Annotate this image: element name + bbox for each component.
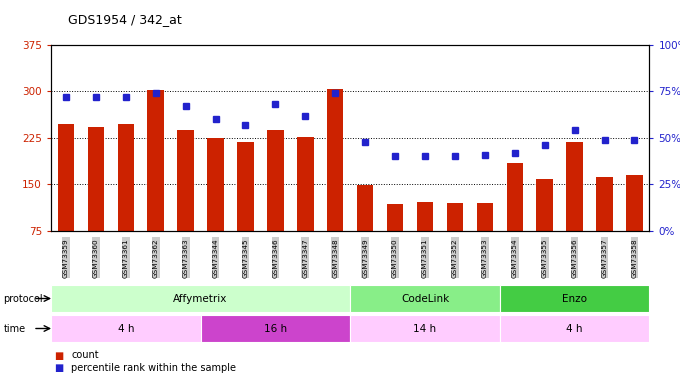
Text: GSM73353: GSM73353 — [482, 238, 488, 278]
Bar — [207, 138, 224, 231]
Text: GSM73356: GSM73356 — [572, 238, 577, 278]
Bar — [267, 130, 284, 231]
Bar — [350, 315, 500, 342]
Bar — [626, 175, 643, 231]
Bar — [500, 315, 649, 342]
Bar — [58, 124, 74, 231]
Text: Enzo: Enzo — [562, 294, 587, 303]
Text: GSM73351: GSM73351 — [422, 238, 428, 278]
Bar — [177, 130, 194, 231]
Bar — [350, 285, 500, 312]
Text: GSM73346: GSM73346 — [273, 238, 278, 278]
Text: 4 h: 4 h — [118, 324, 134, 333]
Bar — [88, 127, 104, 231]
Text: ■: ■ — [54, 351, 64, 360]
Text: GSM73350: GSM73350 — [392, 238, 398, 278]
Bar — [447, 203, 463, 231]
Text: GSM73347: GSM73347 — [303, 238, 308, 278]
Text: GSM73363: GSM73363 — [183, 238, 188, 278]
Bar — [500, 285, 649, 312]
Text: GSM73348: GSM73348 — [333, 238, 338, 278]
Bar — [327, 89, 343, 231]
Bar — [417, 201, 433, 231]
Text: GSM73358: GSM73358 — [632, 238, 637, 278]
Bar — [566, 142, 583, 231]
Bar — [237, 142, 254, 231]
Text: GSM73357: GSM73357 — [602, 238, 607, 278]
Bar — [387, 204, 403, 231]
Text: CodeLink: CodeLink — [401, 294, 449, 303]
Text: GSM73355: GSM73355 — [542, 238, 547, 278]
Text: Affymetrix: Affymetrix — [173, 294, 228, 303]
Bar — [297, 137, 313, 231]
Bar — [537, 179, 553, 231]
Bar — [51, 315, 201, 342]
Bar — [477, 203, 493, 231]
Bar — [51, 285, 350, 312]
Bar — [118, 124, 134, 231]
Bar — [596, 177, 613, 231]
Text: GSM73359: GSM73359 — [63, 238, 69, 278]
Text: GSM73354: GSM73354 — [512, 238, 517, 278]
Text: GSM73349: GSM73349 — [362, 238, 368, 278]
Bar — [357, 186, 373, 231]
Text: 4 h: 4 h — [566, 324, 583, 333]
Text: ■: ■ — [54, 363, 64, 373]
Text: GDS1954 / 342_at: GDS1954 / 342_at — [68, 13, 182, 26]
Bar — [148, 90, 164, 231]
Text: GSM73344: GSM73344 — [213, 238, 218, 278]
Text: 16 h: 16 h — [264, 324, 287, 333]
Text: time: time — [3, 324, 26, 333]
Bar — [201, 315, 350, 342]
Text: 14 h: 14 h — [413, 324, 437, 333]
Text: GSM73361: GSM73361 — [123, 238, 129, 278]
Text: GSM73345: GSM73345 — [243, 238, 248, 278]
Text: percentile rank within the sample: percentile rank within the sample — [71, 363, 237, 373]
Text: protocol: protocol — [3, 294, 43, 303]
Text: GSM73362: GSM73362 — [153, 238, 158, 278]
Text: GSM73360: GSM73360 — [93, 238, 99, 278]
Text: count: count — [71, 351, 99, 360]
Text: GSM73352: GSM73352 — [452, 238, 458, 278]
Bar — [507, 163, 523, 231]
